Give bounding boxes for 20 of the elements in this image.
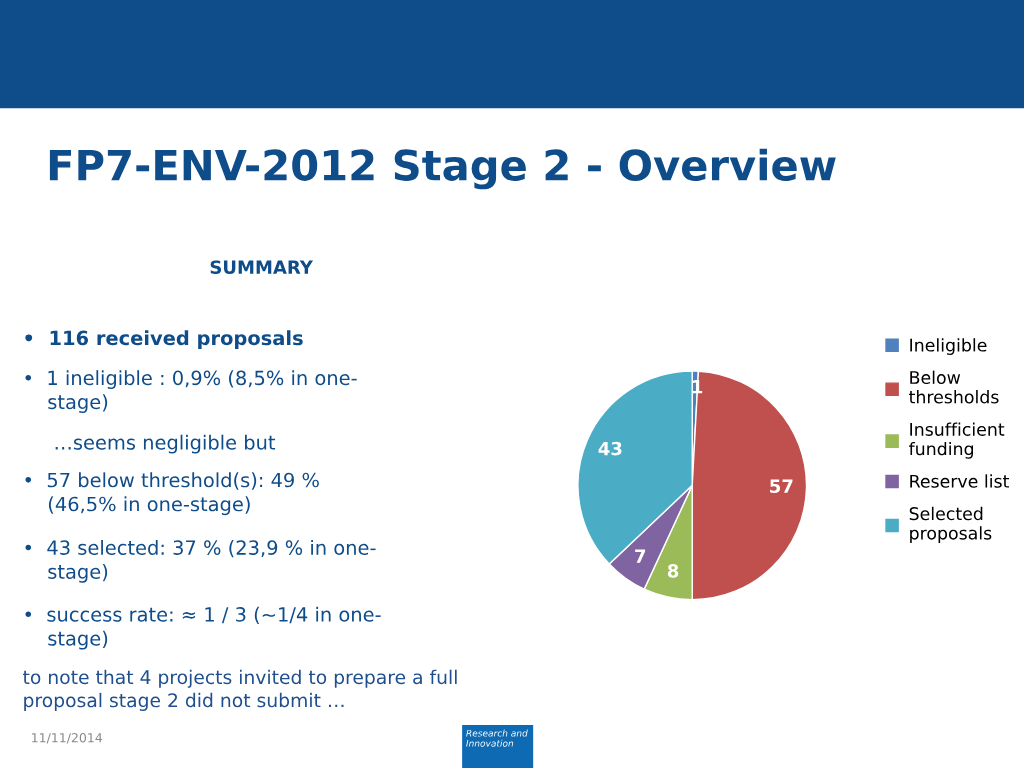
chart-title: FP7-ENV-2012 Stage 2 - Overview [49,148,836,190]
text: to note that 4 projects invited to prepare a full proposal stage 2 did not submit … [23,669,457,711]
legend-label: Below thresholds [909,370,999,404]
text: 11/11/2014 [32,732,103,744]
text: Research and Innovation [466,729,528,747]
data-label: 7 [635,549,646,563]
text: …seems negligible but [55,434,276,454]
legend-label: Selected proposals [909,506,992,544]
text: • 57 below threshold(s): 49 % (46,5% in one-stage) [25,472,319,516]
legend-label: Reserve list [910,474,1009,488]
text: • success rate: ≈ 1 / 3 (~1/4 in one- stage) [25,606,381,650]
legend-label: Ineligible [910,338,987,355]
data-label: 8 [667,564,679,578]
text: SUMMARY [210,260,314,275]
text: • 1 ineligible : 0,9% (8,5% in one- stage) [25,370,357,413]
data-label: 57 [770,479,793,494]
text: • 43 selected: 37 % (23,9 % in one- stage) [25,539,376,583]
text: • 116 received proposals [25,330,303,350]
data-label: 43 [598,441,622,456]
legend-label: Insufficient funding [908,422,1005,459]
